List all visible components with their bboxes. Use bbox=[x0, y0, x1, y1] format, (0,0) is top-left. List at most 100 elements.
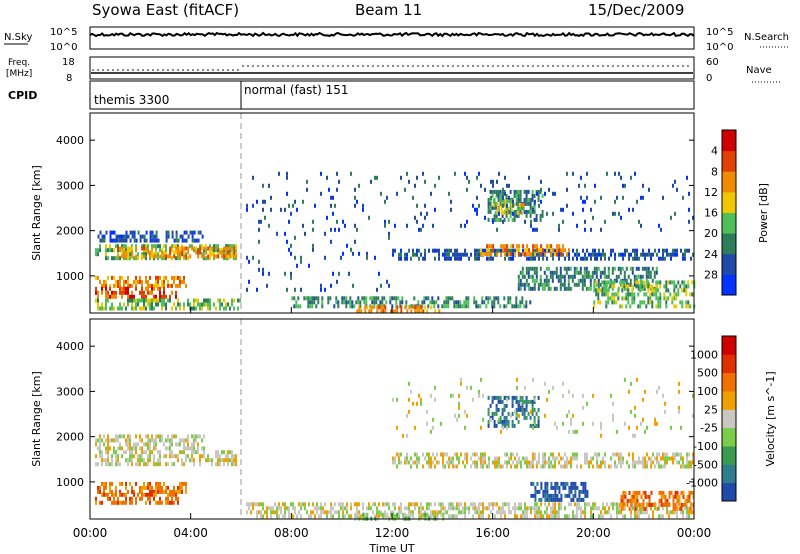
heatmap-cell bbox=[197, 248, 199, 253]
heatmap-cell bbox=[540, 502, 542, 507]
heatmap-cell bbox=[602, 514, 604, 519]
heatmap-cell bbox=[458, 456, 460, 461]
heatmap-cell bbox=[165, 252, 167, 257]
heatmap-cell bbox=[474, 252, 476, 257]
heatmap-cell bbox=[117, 434, 119, 439]
heatmap-cell bbox=[525, 395, 528, 400]
heatmap-cell bbox=[496, 510, 498, 515]
heatmap-cell bbox=[237, 298, 239, 303]
heatmap-cell bbox=[610, 502, 612, 507]
heatmap-cell bbox=[539, 266, 542, 271]
heatmap-cell bbox=[614, 460, 616, 465]
heatmap-cell bbox=[614, 452, 616, 457]
heatmap-cell bbox=[362, 207, 364, 212]
heatmap-cell bbox=[689, 292, 692, 297]
nave-dot bbox=[97, 69, 99, 71]
heatmap-cell bbox=[310, 510, 312, 515]
heatmap-cell bbox=[163, 275, 165, 280]
heatmap-cell bbox=[584, 256, 586, 261]
heatmap-cell bbox=[548, 464, 550, 469]
heatmap-cell bbox=[135, 279, 137, 284]
colorbar-tick-label: -1000 bbox=[686, 477, 718, 490]
heatmap-cell bbox=[288, 514, 290, 519]
heatmap-cell bbox=[117, 458, 119, 463]
heatmap-cell bbox=[231, 450, 233, 455]
heatmap-cell bbox=[416, 401, 418, 406]
heatmap-cell bbox=[139, 485, 141, 490]
heatmap-cell bbox=[447, 296, 450, 301]
heatmap-cell bbox=[655, 288, 658, 293]
heatmap-cell bbox=[201, 446, 203, 451]
heatmap-cell bbox=[446, 460, 448, 465]
heatmap-cell bbox=[231, 298, 233, 303]
heatmap-cell bbox=[526, 248, 529, 253]
heatmap-cell bbox=[657, 280, 660, 285]
heatmap-cell bbox=[111, 492, 113, 497]
heatmap-cell bbox=[450, 502, 452, 507]
heatmap-cell bbox=[157, 450, 159, 455]
heatmap-cell bbox=[533, 278, 536, 283]
heatmap-cell bbox=[580, 489, 583, 494]
heatmap-cell bbox=[690, 460, 692, 465]
heatmap-cell bbox=[107, 275, 109, 280]
heatmap-cell bbox=[621, 288, 624, 293]
heatmap-cell bbox=[628, 498, 631, 503]
heatmap-cell bbox=[556, 497, 559, 502]
heatmap-cell bbox=[527, 286, 530, 291]
heatmap-cell bbox=[584, 199, 586, 204]
heatmap-cell bbox=[231, 302, 233, 307]
heatmap-cell bbox=[546, 397, 548, 402]
heatmap-cell bbox=[151, 230, 154, 235]
heatmap-cell bbox=[562, 248, 565, 253]
heatmap-cell bbox=[199, 462, 201, 467]
heatmap-cell bbox=[446, 256, 448, 261]
heatmap-cell bbox=[464, 223, 466, 228]
heatmap-cell bbox=[357, 300, 360, 305]
heatmap-cell bbox=[313, 296, 316, 301]
heatmap-cell bbox=[155, 446, 157, 451]
heatmap-cell bbox=[538, 489, 541, 494]
heatmap-cell bbox=[523, 209, 526, 214]
heatmap-cell bbox=[125, 481, 127, 486]
heatmap-cell bbox=[613, 300, 616, 305]
heatmap-cell bbox=[364, 512, 367, 517]
heatmap-cell bbox=[111, 500, 113, 505]
heatmap-cell bbox=[450, 456, 452, 461]
heatmap-cell bbox=[207, 298, 209, 303]
heatmap-cell bbox=[119, 290, 121, 295]
heatmap-cell bbox=[139, 275, 141, 280]
heatmap-cell bbox=[642, 417, 644, 422]
heatmap-cell bbox=[478, 389, 480, 394]
heatmap-cell bbox=[458, 413, 460, 418]
heatmap-cell bbox=[155, 238, 158, 243]
heatmap-cell bbox=[638, 490, 641, 495]
heatmap-cell bbox=[652, 452, 654, 457]
heatmap-cell bbox=[219, 250, 222, 255]
heatmap-cell bbox=[327, 300, 330, 305]
heatmap-cell bbox=[622, 490, 625, 495]
heatmap-cell bbox=[316, 506, 318, 511]
heatmap-cell bbox=[658, 502, 660, 507]
heatmap-cell bbox=[191, 246, 194, 251]
heatmap-cell bbox=[127, 302, 129, 307]
heatmap-cell bbox=[640, 510, 642, 515]
heatmap-cell bbox=[438, 252, 440, 257]
power-background bbox=[90, 113, 694, 313]
heatmap-cell bbox=[606, 502, 608, 507]
heatmap-cell bbox=[392, 510, 394, 515]
heatmap-cell bbox=[185, 230, 188, 235]
nsky-tick-top-left: 10^5 bbox=[50, 27, 77, 38]
heatmap-cell bbox=[532, 452, 534, 457]
heatmap-cell bbox=[382, 502, 384, 507]
heatmap-cell bbox=[633, 300, 636, 305]
heatmap-cell bbox=[503, 423, 506, 428]
heatmap-cell bbox=[542, 252, 544, 257]
heatmap-cell bbox=[101, 450, 103, 455]
heatmap-cell bbox=[119, 275, 121, 280]
heatmap-cell bbox=[484, 252, 487, 257]
heatmap-cell bbox=[482, 514, 484, 519]
heatmap-cell bbox=[672, 456, 674, 461]
heatmap-cell bbox=[605, 292, 608, 297]
heatmap-cell bbox=[452, 502, 454, 507]
heatmap-cell bbox=[115, 462, 117, 467]
